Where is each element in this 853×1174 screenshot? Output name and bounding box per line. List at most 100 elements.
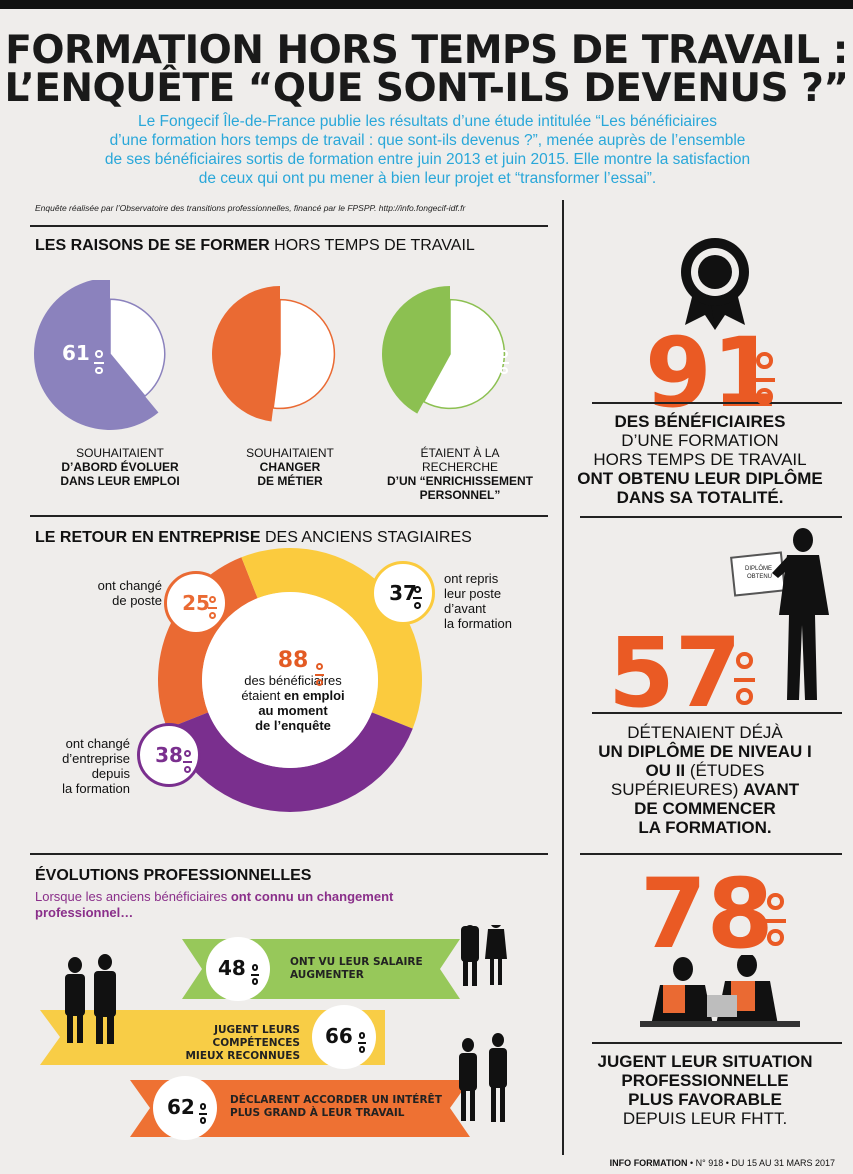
- section-rule: [30, 853, 548, 855]
- section-rule: [580, 516, 842, 518]
- caption-line: D’UN “ENRICHISSEMENT: [386, 474, 533, 488]
- sub-fragment: professionnel…: [35, 905, 134, 920]
- center-fragment: étaient: [241, 688, 284, 703]
- banner-line: PLUS GRAND À LEUR TRAVAIL: [230, 1107, 405, 1119]
- footer-text: • N° 918 • DU 15 AU 31 MARS 2017: [687, 1158, 835, 1168]
- caption-line: SOUHAITAIENT: [246, 446, 334, 460]
- pie-enrichissement: [381, 286, 506, 414]
- segment-badge-entreprise: 38: [137, 723, 201, 787]
- stat-line: AVANT: [743, 780, 800, 799]
- sub-fragment: ont connu un changement: [230, 889, 394, 904]
- top-bar: [0, 0, 853, 9]
- stat-line: PROFESSIONNELLE: [621, 1071, 789, 1090]
- stat-line: OU II: [645, 761, 686, 780]
- label-line: d’avant: [444, 601, 486, 616]
- label-line: de poste: [112, 593, 162, 608]
- stat-line: SUPÉRIEURES): [610, 780, 744, 799]
- heading-rest: HORS TEMPS DE TRAVAIL: [269, 237, 475, 254]
- label-line: leur poste: [444, 586, 502, 601]
- percent-icon: [413, 586, 423, 615]
- stat-57-value: 57: [608, 617, 742, 729]
- banner-value: 48: [218, 956, 246, 980]
- section-rule: [30, 225, 548, 227]
- percent-icon: [765, 893, 786, 959]
- banner-badge: [153, 1076, 217, 1140]
- stat-line: DEPUIS LEUR FHTT.: [622, 1109, 788, 1128]
- banner-interet: [130, 1080, 470, 1137]
- stat-line: JUGENT LEUR SITUATION: [597, 1052, 813, 1071]
- banner-value: 66: [325, 1024, 353, 1048]
- label-line: depuis: [91, 766, 130, 781]
- heading-bold: LES RAISONS DE SE FORMER: [35, 237, 270, 254]
- section-rule: [580, 853, 842, 855]
- percent-icon: [94, 350, 104, 381]
- pie-value-label: 48: [283, 341, 311, 365]
- stat-line: ONT OBTENU LEUR DIPLÔME: [577, 469, 823, 488]
- stat-line: DE COMMENCER: [634, 799, 776, 818]
- caption-line: D’ABORD ÉVOLUER: [61, 460, 179, 474]
- banner-badge: [206, 937, 270, 1001]
- stat-91-text: DES BÉNÉFICIAIRES D’UNE FORMATION HORS T…: [575, 412, 825, 507]
- section-heading-retour: LE RETOUR EN ENTREPRISE DES ANCIENS STAG…: [35, 529, 472, 547]
- label-line: d’entreprise: [62, 751, 130, 766]
- caption-line: PERSONNEL”: [419, 488, 501, 502]
- evolutions-banners: [40, 925, 507, 1140]
- pie-changer-metier: [211, 286, 336, 422]
- pie-value: 48: [283, 341, 311, 365]
- label-line: ont changé: [65, 736, 130, 751]
- stat-line: DANS SA TOTALITÉ.: [616, 488, 784, 507]
- evolutions-subtitle: Lorsque les anciens bénéficiaires ont co…: [35, 889, 393, 921]
- banner-text: DÉCLARENT ACCORDER UN INTÉRÊT PLUS GRAND…: [230, 1094, 442, 1120]
- banner-line: DÉCLARENT ACCORDER UN INTÉRÊT: [230, 1094, 442, 1106]
- stat-rule: [592, 1042, 842, 1044]
- ring-segment: [158, 557, 258, 729]
- page-title-line1: FORMATION HORS TEMPS DE TRAVAIL :: [5, 28, 848, 73]
- footer-credit: INFO FORMATION • N° 918 • DU 15 AU 31 MA…: [610, 1158, 835, 1168]
- segment-label: ont changé de poste: [72, 578, 162, 608]
- stat-line: PLUS FAVORABLE: [628, 1090, 782, 1109]
- banner-line: ONT VU LEUR SALAIRE: [290, 956, 423, 968]
- section-heading-evolutions: ÉVOLUTIONS PROFESSIONNELLES: [35, 867, 312, 884]
- stat-line: D’UNE FORMATION: [621, 431, 779, 450]
- stat-line: DÉTENAIENT DÉJÀ: [627, 723, 783, 742]
- segment-badge-repris: 37: [371, 561, 435, 625]
- meeting-people-silhouette: [640, 955, 800, 1027]
- percent-icon: [316, 350, 326, 381]
- pie-value-slice: [381, 286, 450, 414]
- stat-line: HORS TEMPS DE TRAVAIL: [593, 450, 807, 469]
- banner-line: MIEUX RECONNUES: [185, 1050, 300, 1062]
- percent-icon: [315, 663, 325, 692]
- center-fragment: en emploi: [283, 688, 345, 703]
- center-line: des bénéficiaires: [244, 673, 342, 688]
- label-line: ont changé: [97, 578, 162, 593]
- section-rule: [30, 515, 548, 517]
- award-rosette-icon: [681, 238, 749, 330]
- center-line: étaient en emploi: [218, 688, 368, 703]
- caption-line: DANS LEUR EMPLOI: [60, 474, 180, 488]
- pie-value: 61: [62, 341, 90, 365]
- banner-competences: [40, 1010, 385, 1065]
- heading-bold: LE RETOUR EN ENTREPRISE: [35, 529, 261, 546]
- section-heading-raisons: LES RAISONS DE SE FORMER HORS TEMPS DE T…: [35, 237, 475, 255]
- caption-line: ÉTAIENT À LA RECHERCHE: [420, 446, 500, 474]
- stat-line: LA FORMATION.: [638, 818, 772, 837]
- stat-line: UN DIPLÔME DE NIVEAU I: [598, 742, 812, 761]
- pie-remainder-slice: [272, 298, 336, 410]
- ring-center: [202, 592, 378, 768]
- stat-line: DES BÉNÉFICIAIRES: [614, 412, 786, 431]
- source-note: Enquête réalisée par l’Observatoire des …: [35, 203, 466, 213]
- intro-line: de ses bénéficiaires sortis de formation…: [104, 151, 751, 168]
- label-line: ont repris: [444, 571, 499, 586]
- caption-line: CHANGER: [259, 460, 321, 474]
- intro-line: Le Fongecif Île-de-France publie les rés…: [137, 113, 717, 130]
- badge-value: 37: [389, 581, 417, 605]
- percent-icon: [358, 1032, 367, 1058]
- banner-value: 62: [167, 1095, 195, 1119]
- intro-line: de ceux qui ont pu mener à bien leur pro…: [198, 170, 657, 187]
- caption-line: SOUHAITAIENT: [76, 446, 164, 460]
- percent-icon: [208, 596, 218, 625]
- percent-icon: [199, 1103, 208, 1129]
- percent-icon: [734, 652, 755, 718]
- caption-line: DE MÉTIER: [257, 474, 323, 488]
- stat-rule: [592, 712, 842, 714]
